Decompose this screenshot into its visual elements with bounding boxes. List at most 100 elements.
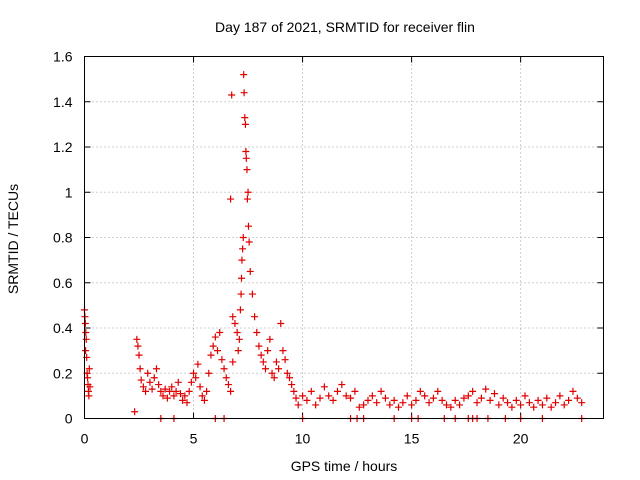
data-point xyxy=(187,378,195,386)
data-point xyxy=(244,188,252,196)
data-point xyxy=(183,399,191,407)
data-point xyxy=(253,329,261,337)
data-point xyxy=(447,403,455,411)
data-point xyxy=(194,360,202,368)
data-point xyxy=(360,401,368,409)
data-point xyxy=(279,347,287,355)
data-point xyxy=(144,369,152,377)
data-point xyxy=(517,401,525,409)
data-point xyxy=(190,369,198,377)
data-point xyxy=(307,387,315,395)
data-point xyxy=(174,378,182,386)
y-tick-label: 1 xyxy=(65,184,73,200)
data-point xyxy=(246,267,254,275)
data-point xyxy=(214,347,222,355)
data-point xyxy=(312,401,320,409)
x-axis-label: GPS time / hours xyxy=(291,458,398,474)
data-point xyxy=(166,387,174,395)
x-tick-label: 0 xyxy=(81,431,89,447)
data-point xyxy=(434,387,442,395)
data-point xyxy=(238,256,246,264)
data-point xyxy=(429,394,437,402)
data-points xyxy=(81,71,586,422)
data-point xyxy=(82,329,90,337)
plot-frame xyxy=(84,56,604,419)
data-point xyxy=(207,351,215,359)
data-point xyxy=(277,319,285,327)
data-point xyxy=(85,365,93,373)
data-point xyxy=(139,383,147,391)
data-point xyxy=(133,335,141,343)
x-tick-label: 5 xyxy=(190,431,198,447)
data-point xyxy=(316,394,324,402)
data-point xyxy=(222,374,230,382)
data-point xyxy=(565,396,573,404)
data-point xyxy=(351,387,359,395)
data-point xyxy=(477,394,485,402)
data-point xyxy=(200,396,208,404)
data-point xyxy=(245,238,253,246)
data-point xyxy=(456,401,464,409)
data-point xyxy=(421,392,429,400)
y-tick-label: 1.2 xyxy=(53,139,73,155)
data-point xyxy=(281,356,289,364)
data-point xyxy=(157,387,165,395)
data-point xyxy=(464,392,472,400)
data-point xyxy=(373,399,381,407)
data-point xyxy=(283,369,291,377)
data-point xyxy=(261,365,269,373)
y-tick-label: 0.6 xyxy=(53,275,73,291)
data-point xyxy=(131,408,139,416)
data-point xyxy=(161,385,169,393)
data-point xyxy=(442,401,450,409)
data-point xyxy=(218,356,226,364)
data-point xyxy=(148,385,156,393)
data-point xyxy=(228,91,236,99)
data-point xyxy=(408,401,416,409)
y-tick-label: 0.4 xyxy=(53,320,73,336)
x-tick-label: 15 xyxy=(404,431,420,447)
data-point xyxy=(239,245,247,253)
grid-lines xyxy=(84,56,604,419)
data-point xyxy=(403,392,411,400)
data-point xyxy=(251,313,259,321)
data-point xyxy=(203,387,211,395)
data-point xyxy=(243,166,251,174)
data-point xyxy=(495,401,503,409)
data-point xyxy=(573,394,581,402)
data-point xyxy=(386,401,394,409)
data-point xyxy=(229,358,237,366)
y-tick-label: 0.2 xyxy=(53,365,73,381)
data-point xyxy=(285,374,293,382)
data-point xyxy=(530,403,538,411)
data-point xyxy=(569,387,577,395)
data-point xyxy=(198,392,206,400)
data-point xyxy=(216,329,224,337)
data-point xyxy=(135,351,143,359)
chart-title: Day 187 of 2021, SRMTID for receiver fli… xyxy=(215,19,475,35)
data-point xyxy=(521,392,529,400)
data-point xyxy=(381,394,389,402)
data-point xyxy=(185,387,193,395)
data-point xyxy=(257,351,265,359)
data-point xyxy=(238,274,246,282)
y-tick-label: 1.6 xyxy=(53,49,73,65)
data-point xyxy=(268,369,276,377)
data-point xyxy=(264,347,272,355)
data-point xyxy=(482,385,490,393)
data-point xyxy=(395,403,403,411)
data-point xyxy=(85,392,93,400)
data-point xyxy=(239,234,247,241)
data-point xyxy=(236,306,244,314)
data-point xyxy=(292,394,300,402)
data-point xyxy=(229,313,237,321)
y-tick-label: 1.4 xyxy=(53,94,73,110)
data-point xyxy=(338,381,346,389)
data-point xyxy=(299,392,307,400)
x-tick-label: 10 xyxy=(295,431,311,447)
data-point xyxy=(469,387,477,395)
data-point xyxy=(275,365,283,373)
data-point xyxy=(390,396,398,404)
data-point xyxy=(368,392,376,400)
data-point xyxy=(508,403,516,411)
